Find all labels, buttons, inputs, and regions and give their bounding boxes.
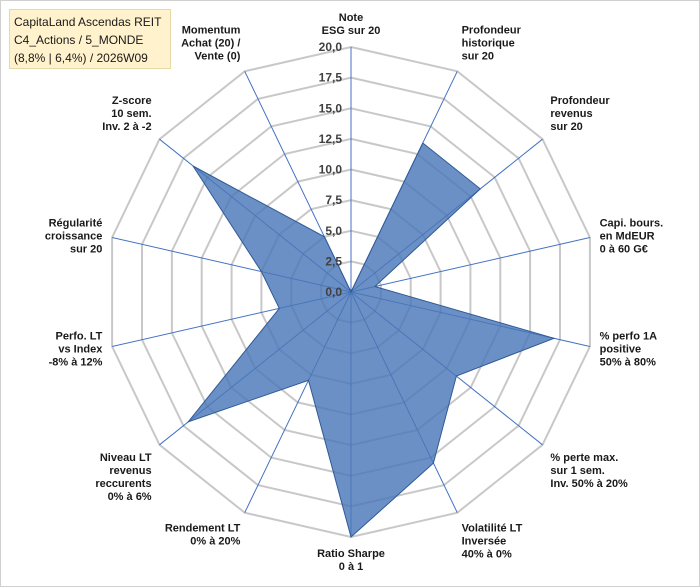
tick-label-5: 12,5 xyxy=(319,132,343,146)
chart-title-box: CapitaLand Ascendas REIT C4_Actions / 5_… xyxy=(9,9,171,69)
axis-label-11: Régularité croissance sur 20 xyxy=(45,217,102,255)
axis-label-12: Z-score 10 sem. Inv. 2 à -2 xyxy=(102,95,151,133)
axis-label-13: Momentum Achat (20) / Vente (0) xyxy=(181,24,241,62)
tick-label-4: 10,0 xyxy=(319,163,343,177)
axis-label-6: Volatilité LT Inversée 40% à 0% xyxy=(462,523,523,561)
axis-label-0: Note ESG sur 20 xyxy=(322,12,381,37)
chart-title-line-3: (8,8% | 6,4%) / 2026W09 xyxy=(14,51,148,65)
axis-label-8: Rendement LT 0% à 20% xyxy=(165,523,241,548)
tick-label-1: 2,5 xyxy=(325,254,342,268)
tick-label-3: 7,5 xyxy=(325,193,342,207)
chart-title-line-2: C4_Actions / 5_MONDE xyxy=(14,33,144,47)
data-series-polygon xyxy=(186,142,556,538)
chart-title-line-1: CapitaLand Ascendas REIT xyxy=(14,15,162,29)
axis-label-5: % perte max. sur 1 sem. Inv. 50% à 20% xyxy=(550,452,628,490)
axis-label-7: Ratio Sharpe 0 à 1 xyxy=(317,548,385,573)
axis-label-9: Niveau LT revenus reccurents 0% à 6% xyxy=(95,452,152,503)
axis-label-1: Profondeur historique sur 20 xyxy=(462,24,522,62)
axis-label-2: Profondeur revenus sur 20 xyxy=(550,95,610,133)
tick-label-7: 17,5 xyxy=(319,71,343,85)
axis-label-4: % perfo 1A positive 50% à 80% xyxy=(600,331,658,369)
tick-label-0: 0,0 xyxy=(325,285,342,299)
spoke-3 xyxy=(350,237,591,293)
axis-label-10: Perfo. LT vs Index -8% à 12% xyxy=(49,331,104,369)
tick-label-8: 20,0 xyxy=(319,40,343,54)
axis-label-3: Capi. bours. en MdEUR 0 à 60 G€ xyxy=(600,217,664,255)
tick-label-6: 15,0 xyxy=(319,101,343,115)
tick-label-2: 5,0 xyxy=(325,224,342,238)
